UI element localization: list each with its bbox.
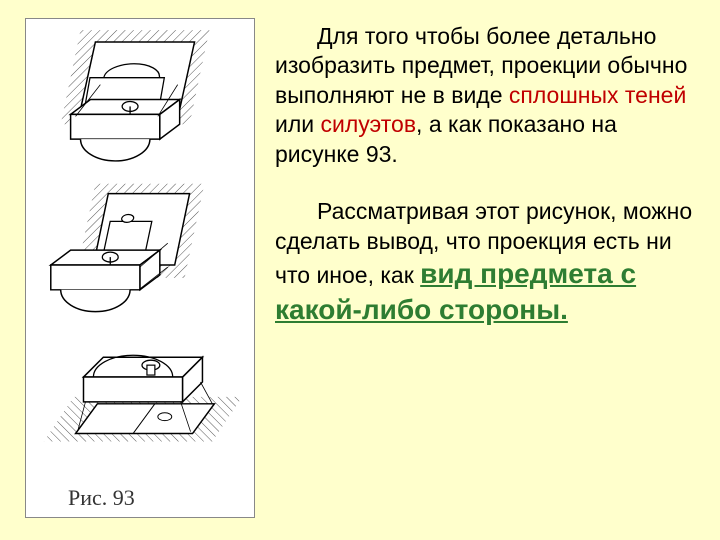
projection-diagram — [26, 19, 254, 517]
figure-93: Рис. 93 — [25, 18, 255, 518]
body-text: Для того чтобы более детально изобразить… — [275, 22, 700, 356]
paragraph-2: Рассматривая этот рисунок, можно сделать… — [275, 197, 700, 328]
p1-text-b: или — [275, 111, 321, 137]
p1-red-1: сплошных теней — [509, 82, 686, 108]
figure-caption: Рис. 93 — [68, 485, 135, 511]
p1-red-2: силуэтов — [321, 111, 417, 137]
paragraph-1: Для того чтобы более детально изобразить… — [275, 22, 700, 169]
